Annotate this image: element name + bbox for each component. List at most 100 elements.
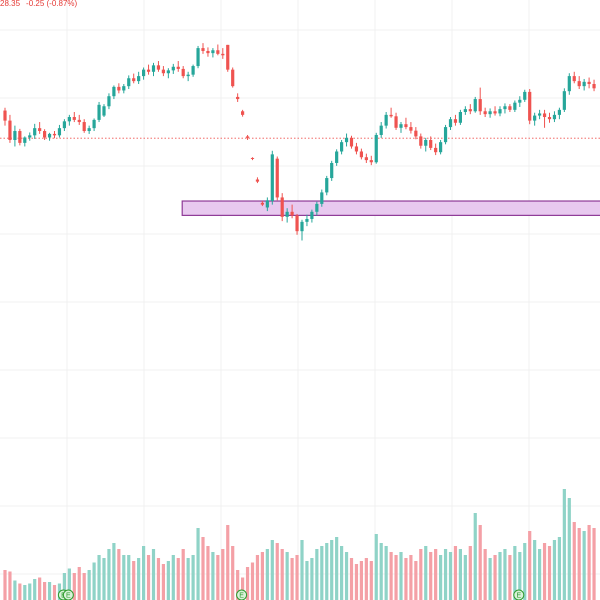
candle[interactable] bbox=[18, 128, 22, 146]
candle[interactable] bbox=[191, 64, 195, 77]
candle[interactable] bbox=[523, 89, 527, 102]
candle[interactable] bbox=[43, 129, 47, 140]
candle[interactable] bbox=[533, 112, 537, 126]
earnings-marker[interactable]: E bbox=[236, 589, 248, 600]
candle[interactable] bbox=[325, 175, 329, 196]
earnings-markers[interactable]: EEEE bbox=[57, 589, 525, 600]
candle[interactable] bbox=[335, 149, 339, 166]
candle[interactable] bbox=[542, 109, 547, 128]
candle[interactable] bbox=[196, 45, 200, 69]
candle[interactable] bbox=[394, 112, 398, 130]
candle[interactable] bbox=[127, 75, 131, 90]
candle[interactable] bbox=[458, 109, 462, 125]
candle[interactable] bbox=[424, 137, 428, 152]
candle[interactable] bbox=[226, 44, 230, 72]
candle[interactable] bbox=[241, 109, 245, 117]
candle[interactable] bbox=[463, 106, 467, 115]
candle[interactable] bbox=[364, 153, 368, 163]
candle[interactable] bbox=[320, 189, 324, 207]
candle[interactable] bbox=[295, 213, 299, 235]
candle[interactable] bbox=[132, 73, 136, 84]
candle[interactable] bbox=[275, 156, 279, 201]
candle[interactable] bbox=[344, 133, 349, 147]
candle[interactable] bbox=[439, 140, 443, 155]
candle[interactable] bbox=[349, 135, 354, 149]
candle[interactable] bbox=[216, 44, 220, 56]
candle[interactable] bbox=[310, 209, 314, 223]
candle[interactable] bbox=[265, 197, 269, 212]
candle[interactable] bbox=[379, 122, 383, 138]
candle[interactable] bbox=[488, 108, 492, 118]
candle[interactable] bbox=[87, 125, 91, 134]
candle[interactable] bbox=[72, 112, 76, 123]
candle[interactable] bbox=[221, 48, 225, 59]
candle[interactable] bbox=[28, 132, 32, 141]
candle[interactable] bbox=[473, 96, 477, 113]
candle[interactable] bbox=[340, 140, 344, 155]
candle[interactable] bbox=[419, 133, 423, 149]
candle[interactable] bbox=[112, 85, 116, 100]
candle[interactable] bbox=[483, 107, 487, 118]
candle[interactable] bbox=[151, 62, 156, 77]
candle[interactable] bbox=[562, 88, 566, 112]
candle[interactable] bbox=[206, 47, 210, 57]
candle[interactable] bbox=[434, 143, 438, 156]
candle[interactable] bbox=[359, 148, 363, 160]
candle[interactable] bbox=[201, 43, 205, 54]
candle[interactable] bbox=[518, 96, 522, 107]
candle[interactable] bbox=[231, 67, 235, 88]
candle[interactable] bbox=[146, 64, 151, 75]
candle[interactable] bbox=[513, 100, 517, 112]
price-zone-rectangle[interactable] bbox=[181, 200, 600, 216]
candle[interactable] bbox=[493, 106, 497, 116]
candle[interactable] bbox=[443, 124, 448, 145]
candle[interactable] bbox=[260, 201, 264, 207]
candle[interactable] bbox=[122, 84, 126, 94]
candle[interactable] bbox=[577, 76, 581, 90]
candle[interactable] bbox=[587, 77, 591, 89]
candle[interactable] bbox=[255, 177, 260, 184]
candle[interactable] bbox=[47, 132, 52, 141]
candle[interactable] bbox=[107, 93, 111, 110]
candle[interactable] bbox=[468, 104, 472, 115]
candle[interactable] bbox=[582, 78, 586, 91]
candle[interactable] bbox=[211, 48, 215, 58]
candle[interactable] bbox=[161, 66, 165, 77]
candle[interactable] bbox=[250, 157, 255, 161]
candle[interactable] bbox=[330, 160, 334, 181]
candle[interactable] bbox=[236, 93, 240, 102]
candle[interactable] bbox=[280, 193, 284, 222]
candle[interactable] bbox=[592, 79, 596, 92]
candle[interactable] bbox=[567, 73, 571, 95]
candle[interactable] bbox=[52, 131, 57, 139]
candle[interactable] bbox=[176, 61, 180, 72]
candle[interactable] bbox=[547, 112, 552, 123]
candle[interactable] bbox=[414, 127, 418, 140]
candle[interactable] bbox=[270, 150, 274, 205]
candle[interactable] bbox=[3, 107, 7, 126]
candle[interactable] bbox=[67, 114, 71, 126]
candle[interactable] bbox=[503, 103, 507, 114]
candle[interactable] bbox=[453, 114, 458, 126]
candle[interactable] bbox=[102, 104, 106, 118]
candle[interactable] bbox=[528, 89, 532, 125]
candle[interactable] bbox=[117, 83, 121, 94]
candle[interactable] bbox=[137, 71, 141, 84]
candle[interactable] bbox=[572, 71, 576, 84]
candle[interactable] bbox=[538, 109, 542, 120]
candle[interactable] bbox=[389, 107, 393, 118]
candle[interactable] bbox=[399, 122, 403, 133]
candle[interactable] bbox=[384, 112, 388, 129]
candle[interactable] bbox=[62, 119, 66, 132]
candle[interactable] bbox=[315, 201, 319, 216]
candle[interactable] bbox=[166, 68, 170, 79]
candle[interactable] bbox=[478, 87, 482, 115]
candle[interactable] bbox=[508, 104, 512, 112]
candle[interactable] bbox=[285, 208, 289, 223]
candle[interactable] bbox=[552, 111, 557, 123]
candle[interactable] bbox=[181, 66, 185, 79]
candle[interactable] bbox=[92, 118, 96, 132]
candle[interactable] bbox=[498, 106, 502, 117]
